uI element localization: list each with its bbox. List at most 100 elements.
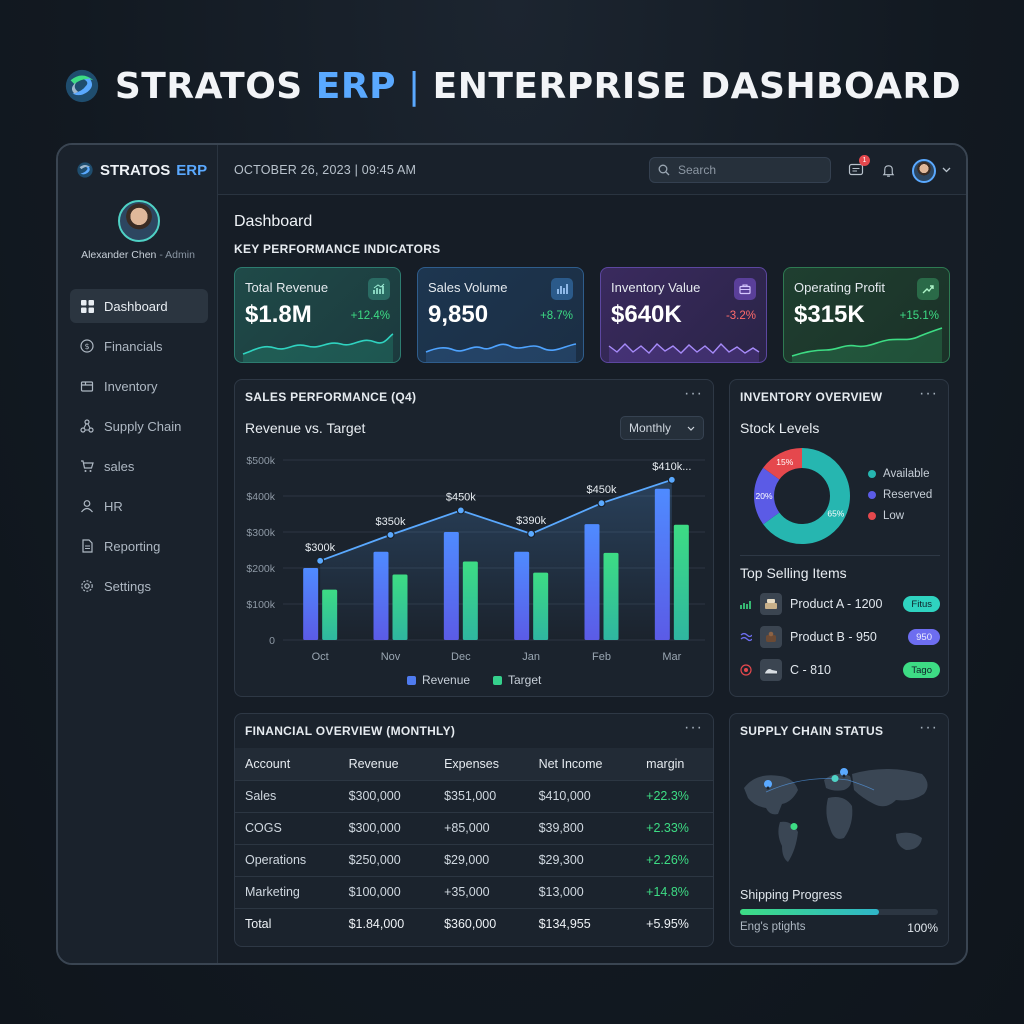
kpi-card-sales-volume[interactable]: Sales Volume 9,850 +8.7% (417, 267, 584, 363)
trend-point (667, 475, 676, 484)
datetime: OCTOBER 26, 2023 | 09:45 AM (234, 163, 417, 177)
trend-point (386, 530, 395, 539)
briefcase-icon (734, 278, 756, 300)
grid-icon (80, 299, 94, 313)
target-bar (322, 589, 338, 640)
total-revenue-sparkline (242, 333, 394, 362)
table-total-row[interactable]: Total $1.84,000 $360,000 $134,955 +5.95% (235, 907, 713, 940)
y-tick-label: 0 (269, 635, 275, 647)
trend-up-icon (917, 278, 939, 300)
data-label: $300k (305, 542, 335, 554)
bell-icon[interactable] (878, 160, 898, 180)
legend-target: Target (493, 673, 541, 687)
chevron-down-icon[interactable] (940, 160, 952, 180)
sidebar-item-reporting[interactable]: Reporting (70, 529, 208, 563)
progress-percent: 100% (907, 921, 938, 935)
more-menu-icon[interactable]: ··· (684, 719, 703, 736)
divider (740, 555, 940, 556)
revenue-bar (514, 551, 530, 640)
y-tick-label: $300k (246, 527, 275, 539)
more-menu-icon[interactable]: ··· (919, 719, 938, 736)
trend-point (316, 556, 325, 565)
dollar-circle-icon: $ (80, 339, 94, 353)
search-input[interactable]: Search (649, 157, 831, 183)
list-item[interactable]: C - 810 Tago (740, 657, 940, 683)
more-menu-icon[interactable]: ··· (684, 385, 703, 402)
box-icon (80, 379, 94, 393)
sidebar-item-supply-chain[interactable]: Supply Chain (70, 409, 208, 443)
y-tick-label: $100k (246, 599, 275, 611)
user-name: Alexander Chen - Admin (81, 249, 195, 261)
location-pin-icon (840, 768, 849, 782)
data-label: $350k (376, 516, 406, 528)
sidebar-item-sales[interactable]: sales (70, 449, 208, 483)
bars-icon (740, 601, 751, 609)
trend-point (456, 506, 465, 515)
column-header[interactable]: margin (636, 748, 713, 780)
progress-footer-label: Eng's ptights (740, 921, 806, 933)
table-row[interactable]: COGS $300,000 +85,000 $39,800 +2.33% (235, 811, 713, 844)
sidebar-brand[interactable]: STRATOS ERP (76, 161, 207, 179)
sidebar-item-inventory[interactable]: Inventory (70, 369, 208, 403)
y-tick-label: $500k (246, 455, 275, 467)
banner-title: STRATOS ERP | ENTERPRISE DASHBOARD (114, 65, 962, 107)
data-label: $450k (446, 491, 476, 503)
world-map (744, 768, 928, 862)
financial-table: Account Revenue Expenses Net Income marg… (235, 748, 713, 940)
list-item[interactable]: Product A - 1200 Fitus (740, 591, 940, 617)
trend-point (597, 499, 606, 508)
legend-available: Available (868, 468, 929, 480)
financial-overview-card: FINANCIAL OVERVIEW (MONTHLY) ··· Account… (234, 713, 714, 947)
status-badge: Tago (903, 662, 940, 678)
sidebar: STRATOS ERP Alexander Chen - Admin Dashbo… (58, 145, 218, 963)
column-header[interactable]: Revenue (338, 748, 435, 780)
revenue-bar (443, 532, 459, 640)
app-window: STRATOS ERP Alexander Chen - Admin Dashbo… (56, 143, 968, 965)
sidebar-item-financials[interactable]: $ Financials (70, 329, 208, 363)
product-thumbnail (760, 659, 782, 681)
more-menu-icon[interactable]: ··· (919, 385, 938, 402)
target-icon (740, 664, 752, 676)
sidebar-item-dashboard[interactable]: Dashboard (70, 289, 208, 323)
target-bar (673, 524, 689, 640)
inventory-overview-card: INVENTORY OVERVIEW ··· Stock Levels 65% 2… (729, 379, 949, 697)
banner: STRATOS ERP | ENTERPRISE DASHBOARD (0, 56, 1024, 116)
target-bar (533, 572, 549, 640)
shipping-progress-bar (740, 909, 938, 915)
data-label: $390k (516, 515, 546, 527)
product-thumbnail (760, 626, 782, 648)
kpi-card-inventory-value[interactable]: Inventory Value $640K -3.2% (600, 267, 767, 363)
table-row[interactable]: Marketing $100,000 +35,000 $13,000 +14.8… (235, 875, 713, 908)
user-avatar[interactable] (912, 159, 936, 183)
messages-icon[interactable]: 1 (846, 155, 870, 180)
product-thumbnail (760, 593, 782, 615)
donut-slice-available (763, 448, 850, 544)
target-bar (462, 561, 478, 640)
stock-donut-chart: 65% 20% 15% (754, 448, 850, 544)
location-pin-icon (790, 823, 798, 835)
inventory-value-sparkline (608, 342, 760, 362)
table-row[interactable]: Operations $250,000 $29,000 $29,300 +2.2… (235, 843, 713, 876)
x-tick-label: Oct (312, 651, 329, 663)
top-bar: OCTOBER 26, 2023 | 09:45 AM Search 1 (218, 145, 966, 195)
sidebar-item-hr[interactable]: HR (70, 489, 208, 523)
sales-volume-sparkline (425, 343, 577, 362)
period-dropdown[interactable]: Monthly (620, 416, 704, 440)
bar-chart-icon (551, 278, 573, 300)
column-header[interactable]: Account (235, 748, 339, 780)
column-header[interactable]: Expenses (434, 748, 529, 780)
location-pin-icon (831, 775, 839, 787)
donut-label: 20% (755, 491, 772, 501)
kpi-card-total-revenue[interactable]: Total Revenue $1.8M +12.4% (234, 267, 401, 363)
column-header[interactable]: Net Income (528, 748, 637, 780)
revenue-bar (584, 524, 600, 640)
stratos-logo-icon (77, 162, 93, 178)
avatar[interactable] (118, 200, 160, 242)
page-title: Dashboard (234, 213, 313, 230)
list-item[interactable]: Product B - 950 950 (740, 624, 940, 650)
revenue-bar (373, 551, 389, 640)
table-row[interactable]: Sales $300,000 $351,000 $410,000 +22.3% (235, 779, 713, 812)
sidebar-nav: Dashboard $ Financials Inventory Supply … (70, 289, 208, 609)
kpi-card-operating-profit[interactable]: Operating Profit $315K +15.1% (783, 267, 950, 363)
sidebar-item-settings[interactable]: Settings (70, 569, 208, 603)
